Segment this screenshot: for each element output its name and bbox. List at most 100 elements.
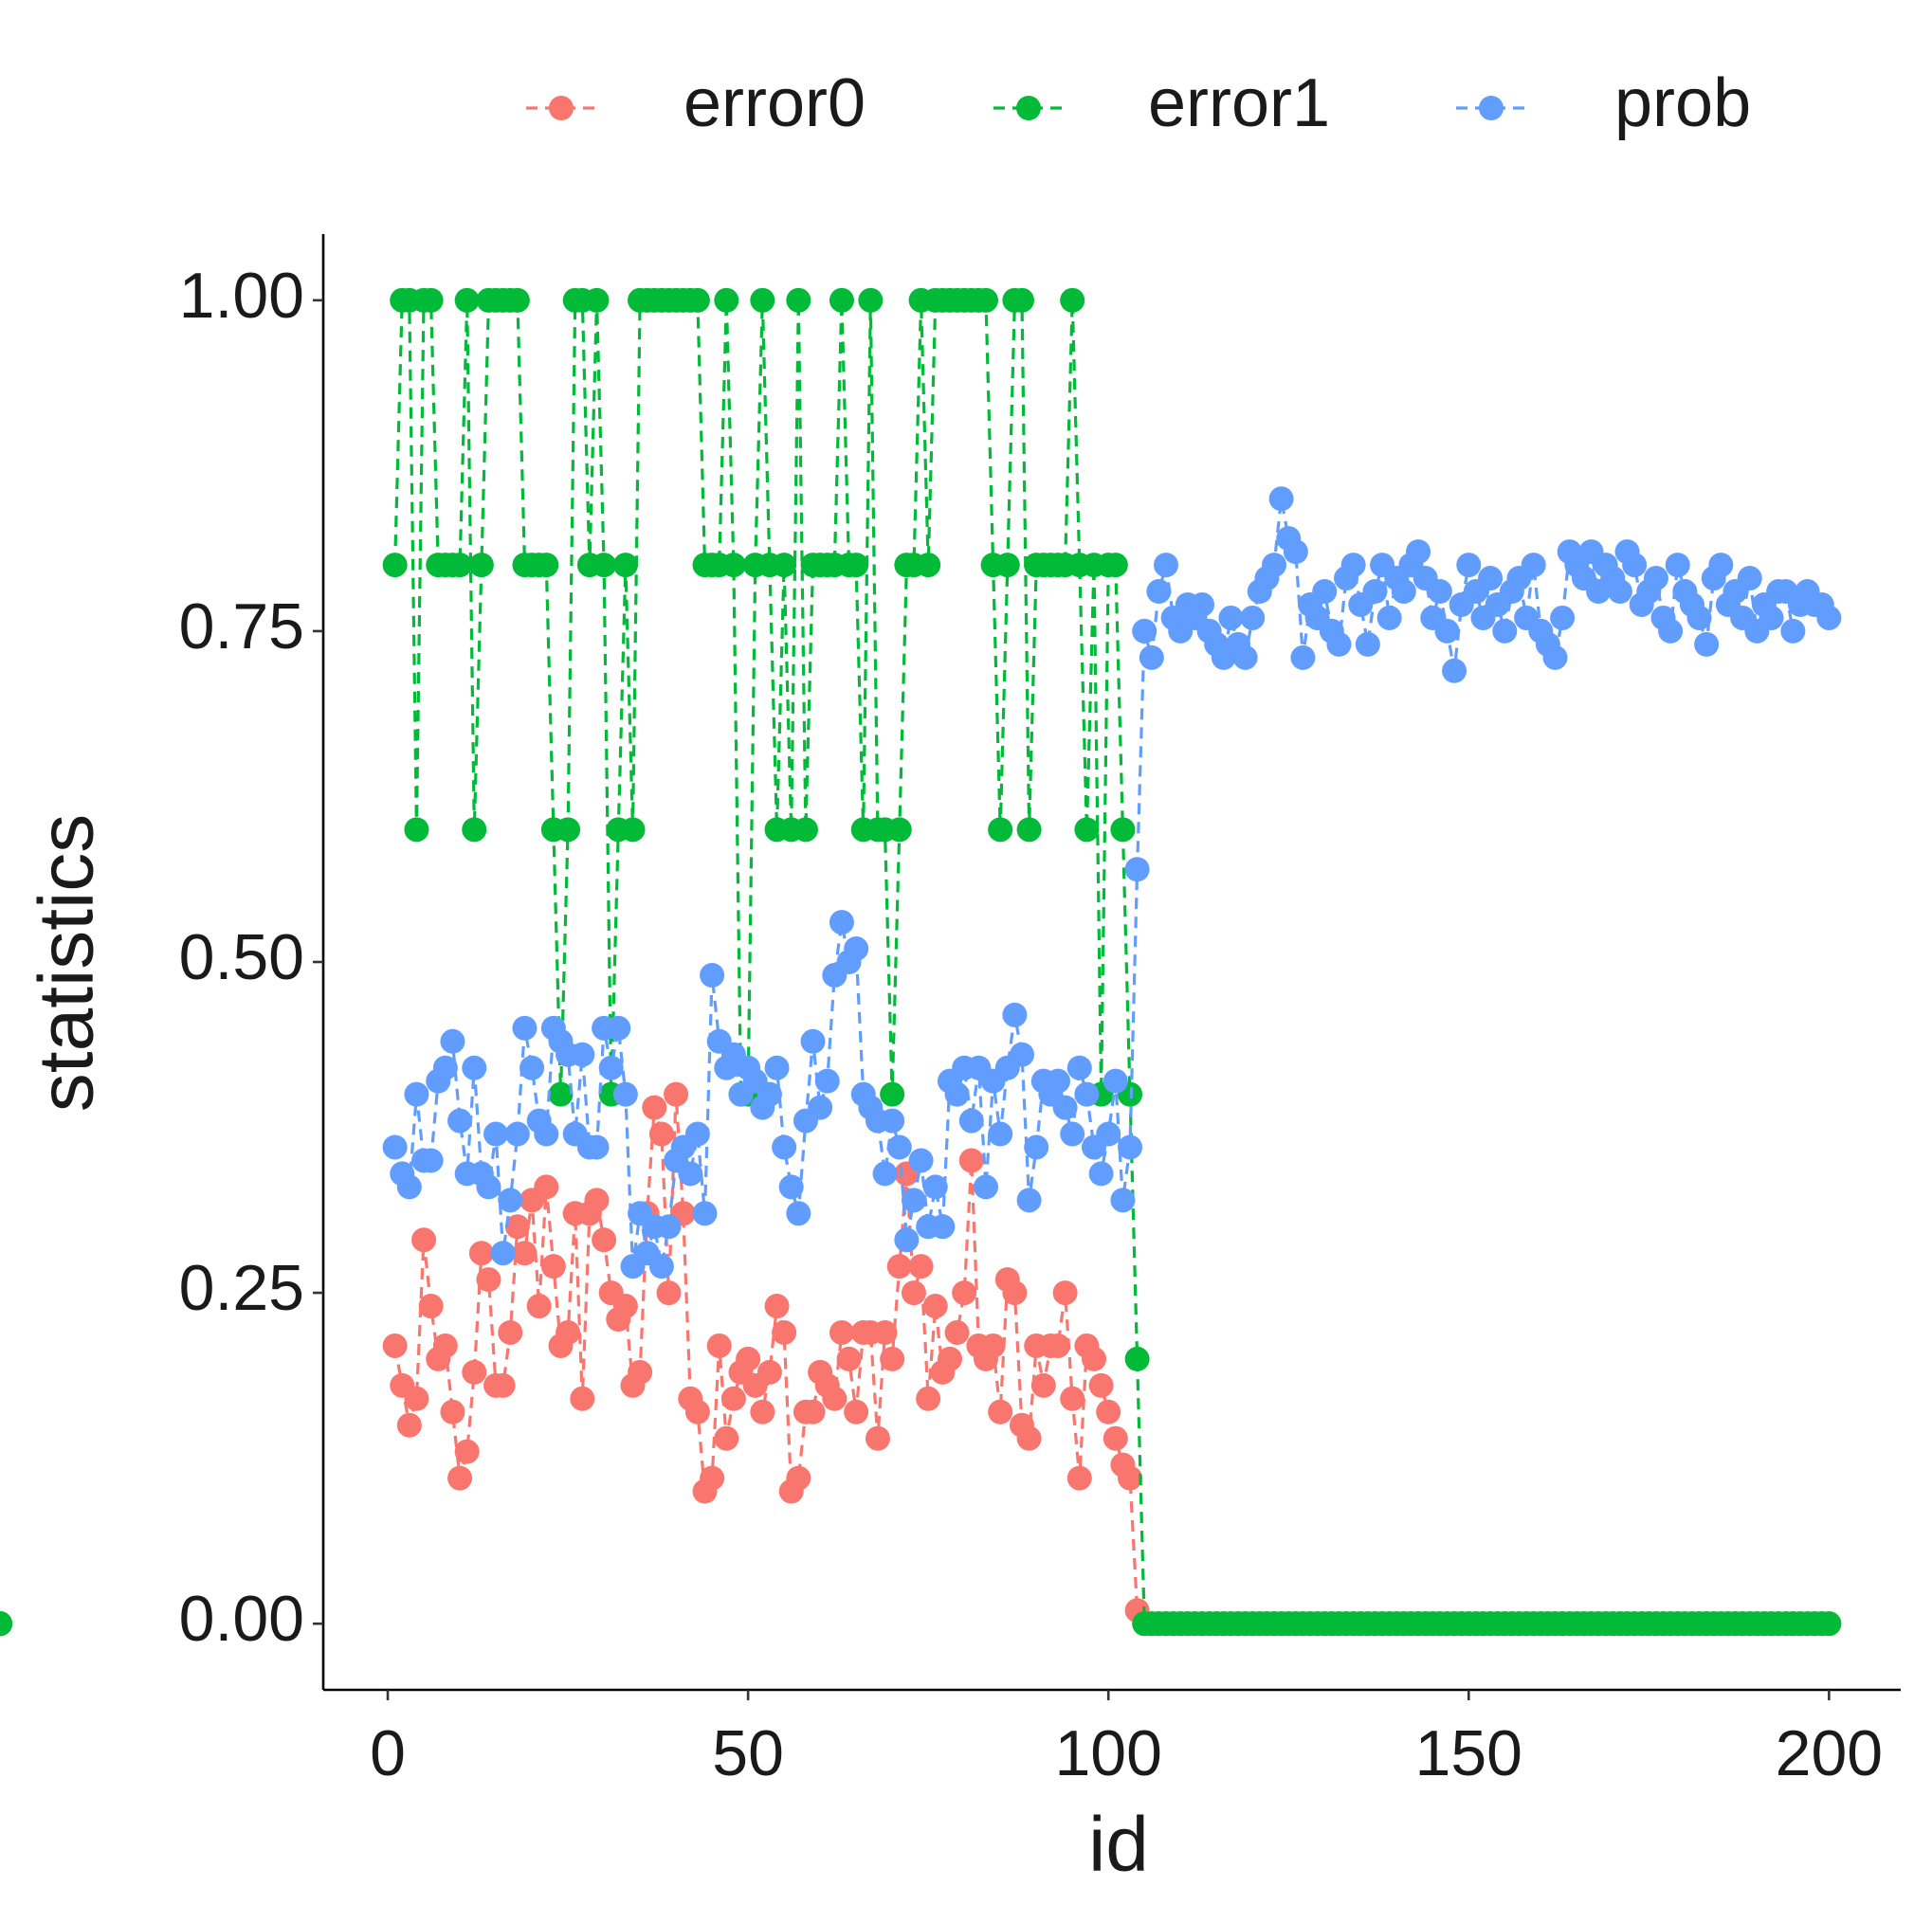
x-tick-label: 200 [1776, 1717, 1883, 1789]
data-point [1124, 857, 1150, 882]
data-point [1030, 1372, 1056, 1398]
data-point [606, 1015, 631, 1041]
data-point [1045, 1068, 1070, 1094]
data-point [1124, 1346, 1150, 1371]
data-point [808, 1095, 833, 1120]
data-point [612, 553, 638, 578]
data-point [1607, 579, 1632, 605]
x-tick-label: 0 [370, 1717, 406, 1789]
data-point [1154, 553, 1179, 578]
data-point [1052, 1095, 1078, 1120]
data-point [382, 1134, 408, 1160]
data-point [404, 1081, 429, 1107]
data-point [1665, 553, 1690, 578]
data-point [1737, 566, 1762, 591]
data-point [404, 1386, 429, 1411]
data-point [1816, 605, 1842, 630]
data-point [872, 1161, 898, 1187]
data-point [973, 287, 998, 313]
x-tick-label: 100 [1054, 1717, 1161, 1789]
data-point [901, 1188, 926, 1213]
data-point [952, 1280, 977, 1306]
data-point [483, 1121, 509, 1147]
data-point [1052, 1280, 1078, 1306]
data-point [1312, 579, 1338, 605]
data-point [382, 1333, 408, 1358]
series-line [393, 299, 1830, 1625]
data-point [396, 1412, 422, 1438]
data-point [1326, 631, 1352, 657]
data-point [1218, 605, 1244, 630]
y-tick-label: 1.00 [179, 260, 304, 332]
data-point [1103, 553, 1128, 578]
data-point [534, 1121, 559, 1147]
data-point [786, 1465, 811, 1491]
data-point [628, 1359, 653, 1385]
data-point [1066, 1465, 1092, 1491]
data-point [1088, 1372, 1114, 1398]
data-point [1118, 1465, 1143, 1491]
data-point [844, 553, 869, 578]
data-point [519, 1055, 545, 1080]
data-point [1391, 579, 1416, 605]
data-point [534, 553, 559, 578]
data-point [468, 1241, 494, 1266]
data-point [404, 817, 429, 843]
data-point [800, 1399, 826, 1424]
data-point [1240, 605, 1266, 630]
data-point [1542, 644, 1568, 670]
data-point [1060, 1121, 1085, 1147]
y-axis-title: statistics [24, 814, 110, 1112]
data-point [1110, 1188, 1136, 1213]
data-point [684, 287, 710, 313]
data-point [648, 1121, 674, 1147]
data-point [656, 1214, 682, 1240]
data-point [1110, 817, 1136, 843]
data-point [1096, 1399, 1121, 1424]
legend-key-point [1479, 96, 1504, 120]
data-point [1694, 631, 1720, 657]
data-point [944, 1319, 970, 1345]
data-point [570, 1042, 595, 1067]
data-point [1232, 644, 1258, 670]
data-point [822, 1386, 848, 1411]
data-point [664, 1081, 689, 1107]
data-point [447, 1108, 473, 1134]
data-point [504, 1214, 530, 1240]
data-point [1009, 1042, 1034, 1067]
data-point [1708, 553, 1734, 578]
data-point [476, 1174, 501, 1200]
data-point [692, 1201, 718, 1226]
data-point [1355, 631, 1380, 657]
data-point [382, 553, 408, 578]
data-point [584, 287, 610, 313]
data-point [1060, 1386, 1085, 1411]
data-point [1816, 1611, 1842, 1637]
data-point [556, 1319, 581, 1345]
data-point [584, 1188, 610, 1213]
data-point [592, 553, 617, 578]
data-point [418, 287, 444, 313]
data-point [829, 910, 854, 935]
data-point [1016, 1188, 1042, 1213]
data-point [793, 817, 818, 843]
data-point [498, 1188, 523, 1213]
data-point [584, 1134, 610, 1160]
data-point [656, 1280, 682, 1306]
data-point [844, 1399, 869, 1424]
series-line [393, 499, 1831, 1267]
legend-label: prob [1614, 65, 1751, 141]
data-point [1427, 579, 1452, 605]
data-point [750, 287, 775, 313]
data-point [432, 1055, 458, 1080]
y-tick-label: 0.00 [179, 1583, 304, 1655]
data-point [684, 1121, 710, 1147]
data-point [440, 1028, 465, 1054]
data-point [916, 553, 941, 578]
data-point [1016, 1425, 1042, 1451]
data-point [886, 817, 912, 843]
data-point [1362, 579, 1388, 605]
data-point [778, 1174, 804, 1200]
data-point [922, 1294, 948, 1319]
data-point [1103, 1068, 1128, 1094]
